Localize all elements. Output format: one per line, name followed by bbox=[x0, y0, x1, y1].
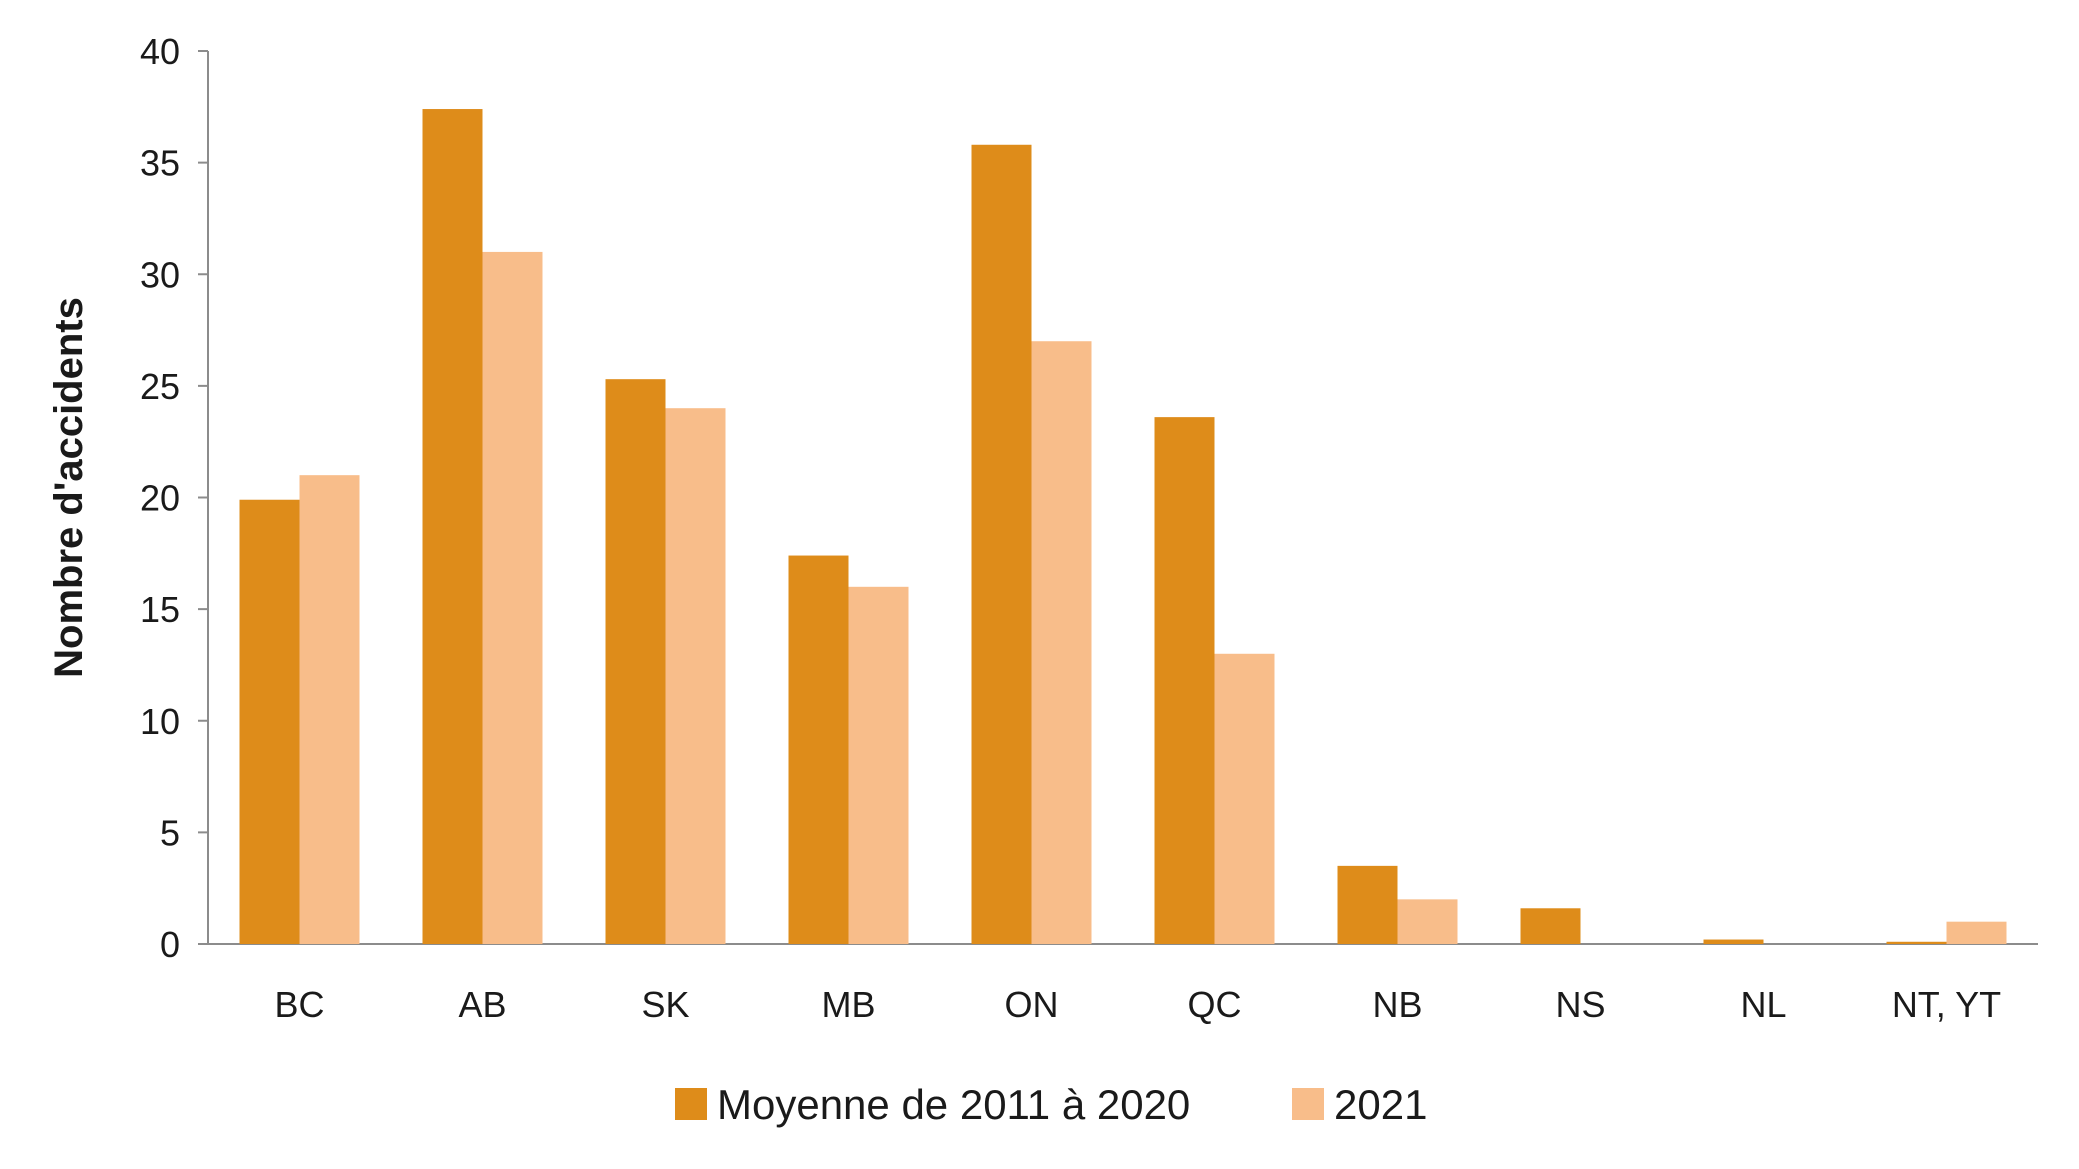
y-tick-label: 10 bbox=[140, 701, 180, 742]
x-category-label: NS bbox=[1555, 984, 1605, 1025]
legend-swatch-average bbox=[675, 1088, 707, 1120]
bar-average-qc bbox=[1154, 417, 1215, 944]
y-tick-label: 35 bbox=[140, 143, 180, 184]
y-tick-label: 15 bbox=[140, 589, 180, 630]
x-category-label: AB bbox=[458, 984, 506, 1025]
bar-average-mb bbox=[788, 555, 849, 944]
bar-current-bc bbox=[299, 475, 360, 944]
legend-label-current: 2021 bbox=[1334, 1081, 1427, 1128]
y-tick-label: 20 bbox=[140, 478, 180, 519]
x-category-label: BC bbox=[274, 984, 324, 1025]
x-category-label: NB bbox=[1372, 984, 1422, 1025]
bar-current-nt-yt bbox=[1946, 921, 2007, 944]
y-tick-label: 40 bbox=[140, 31, 180, 72]
x-category-label: ON bbox=[1005, 984, 1059, 1025]
bar-average-nt-yt bbox=[1886, 941, 1947, 944]
bar-current-mb bbox=[848, 586, 909, 944]
y-tick-label: 0 bbox=[160, 924, 180, 965]
x-category-label: SK bbox=[641, 984, 689, 1025]
bar-average-ab bbox=[422, 109, 483, 945]
bar-current-sk bbox=[665, 408, 726, 944]
y-axis-ticks: 0 5 10 15 20 25 30 35 40 bbox=[140, 31, 208, 965]
bar-current-qc bbox=[1214, 653, 1275, 944]
y-axis-title: Nombre d'accidents bbox=[47, 297, 91, 678]
y-tick-label: 25 bbox=[140, 366, 180, 407]
plot-area: 0 5 10 15 20 25 30 35 40 BC AB SK MB ON QC NB NS NL NT, Y… bbox=[140, 31, 2038, 1025]
legend: Moyenne de 2011 à 2020 2021 bbox=[675, 1081, 1427, 1128]
x-category-label: NT, YT bbox=[1892, 984, 2001, 1025]
bar-current-ab bbox=[482, 251, 543, 945]
bar-average-bc bbox=[239, 499, 300, 944]
bar-current-nb bbox=[1397, 899, 1458, 944]
y-tick-label: 30 bbox=[140, 254, 180, 295]
x-category-label: QC bbox=[1188, 984, 1242, 1025]
legend-label-average: Moyenne de 2011 à 2020 bbox=[717, 1081, 1190, 1128]
x-axis-labels: BC AB SK MB ON QC NB NS NL NT, YT bbox=[274, 984, 2001, 1025]
bar-average-sk bbox=[605, 379, 666, 944]
legend-swatch-current bbox=[1292, 1088, 1324, 1120]
bar-current-on bbox=[1031, 341, 1092, 945]
y-tick-label: 5 bbox=[160, 812, 180, 853]
x-category-label: NL bbox=[1740, 984, 1786, 1025]
bar-average-nl bbox=[1703, 939, 1764, 944]
bars bbox=[239, 109, 2007, 945]
bar-average-nb bbox=[1337, 865, 1398, 944]
bar-average-ns bbox=[1520, 908, 1581, 944]
x-category-label: MB bbox=[822, 984, 876, 1025]
bar-average-on bbox=[971, 144, 1032, 944]
